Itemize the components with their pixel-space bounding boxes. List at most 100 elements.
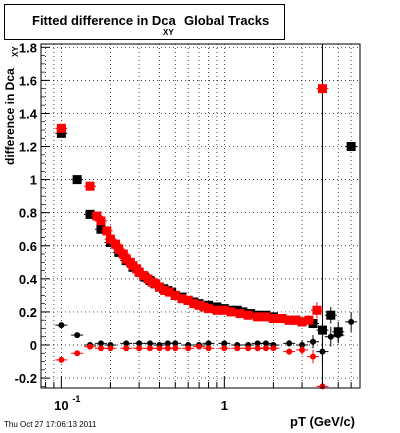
x-axis-label: pT (GeV/c) — [290, 414, 356, 429]
data-point-square — [268, 314, 278, 324]
data-point-circle — [164, 345, 171, 352]
data-point-circle — [123, 345, 130, 352]
data-point-square — [105, 234, 115, 244]
data-point-square — [297, 317, 307, 327]
data-point-circle — [270, 345, 277, 352]
series-layer — [55, 44, 358, 390]
x-tick-label: 1 — [221, 398, 228, 413]
chart-title: Fitted difference in Dca — [32, 13, 176, 28]
data-point-square — [160, 285, 170, 295]
data-point-square — [85, 209, 95, 219]
data-point-circle — [221, 340, 228, 347]
data-point-circle — [74, 350, 81, 357]
data-point-circle — [97, 345, 104, 352]
data-point-square — [326, 310, 336, 320]
data-point-square — [189, 299, 199, 309]
y-tick-label: 0.8 — [19, 206, 37, 221]
data-point-square — [235, 309, 245, 319]
data-point-circle — [319, 348, 326, 355]
data-point-square — [118, 249, 128, 259]
data-point-square — [96, 224, 106, 234]
data-point-circle — [309, 338, 316, 345]
data-point-square — [72, 175, 82, 185]
chart-title-box: Fitted difference in Dca XY Global Track… — [4, 4, 285, 40]
data-point-circle — [205, 340, 212, 347]
y-axis-label: difference in Dca — [3, 68, 17, 165]
data-point-circle — [123, 340, 130, 347]
timestamp-footer: Thu Oct 27 17:06:13 2011 — [4, 420, 97, 429]
data-point-circle — [205, 345, 212, 352]
data-point-circle — [234, 345, 241, 352]
data-point-square — [243, 310, 253, 320]
data-point-circle — [309, 353, 316, 360]
data-point-square — [317, 325, 327, 335]
data-point-square — [199, 302, 209, 312]
data-point-square — [346, 142, 356, 152]
data-point-square — [219, 305, 229, 315]
data-point-circle — [221, 345, 228, 352]
data-point-circle — [348, 318, 355, 325]
data-point-square — [56, 128, 66, 138]
x-tick-label: 10 — [54, 398, 68, 413]
data-point-square — [92, 211, 102, 221]
data-point-circle — [262, 345, 269, 352]
y-tick-label: 1.6 — [19, 73, 37, 88]
y-tick-label: 1.8 — [19, 40, 37, 55]
data-point-circle — [58, 356, 65, 363]
data-point-circle — [335, 332, 342, 339]
y-axis-label-subscript: XY — [11, 46, 20, 57]
chart-title-suffix: Global Tracks — [184, 13, 270, 28]
data-point-circle — [254, 340, 261, 347]
data-point-square — [277, 314, 287, 324]
data-point-square — [102, 226, 112, 236]
data-point-square — [212, 305, 222, 315]
data-point-circle — [147, 345, 154, 352]
data-point-square — [291, 315, 301, 325]
data-point-square — [304, 315, 314, 325]
data-point-square — [284, 315, 294, 325]
y-tick-label: 0.4 — [19, 272, 38, 287]
data-point-circle — [147, 340, 154, 347]
data-point-square — [183, 295, 193, 305]
data-point-square — [170, 290, 180, 300]
axes: -0.2 0 0.2 0.4 0.6 0.8 1 1.2 1.4 1.6 1.8 10 -1 1 — [15, 40, 361, 413]
data-point-circle — [156, 345, 163, 352]
data-point-square — [96, 216, 106, 226]
data-point-circle — [286, 340, 293, 347]
y-tick-label: 1.2 — [19, 140, 37, 155]
plot-frame — [40, 43, 361, 389]
data-point-square — [194, 300, 204, 310]
data-point-circle — [136, 345, 143, 352]
chart-title-subscript: XY — [163, 28, 174, 37]
data-point-circle — [87, 343, 94, 350]
data-point-square — [114, 244, 124, 254]
y-tick-label: -0.2 — [15, 371, 37, 386]
y-tick-label: 1 — [30, 173, 37, 188]
data-point-circle — [97, 340, 104, 347]
data-point-circle — [254, 345, 261, 352]
data-point-circle — [286, 348, 293, 355]
data-point-circle — [245, 345, 252, 352]
y-tick-label: 1.4 — [19, 106, 38, 121]
data-point-circle — [172, 340, 179, 347]
data-point-square — [111, 239, 121, 249]
data-point-circle — [58, 322, 65, 329]
y-tick-label: 0.2 — [19, 305, 37, 320]
y-tick-label: 0 — [30, 338, 37, 353]
data-point-square — [56, 123, 66, 133]
data-point-square — [154, 282, 164, 292]
data-point-circle — [299, 346, 306, 353]
data-point-square — [164, 287, 174, 297]
data-point-circle — [107, 345, 114, 352]
data-point-square — [177, 294, 187, 304]
data-point-square — [85, 181, 95, 191]
data-point-square — [253, 312, 263, 322]
data-point-square — [226, 307, 236, 317]
data-point-circle — [136, 340, 143, 347]
data-point-circle — [196, 343, 203, 350]
data-point-square — [134, 267, 144, 277]
data-point-circle — [172, 345, 179, 352]
data-point-circle — [185, 345, 192, 352]
data-point-square — [317, 84, 327, 94]
